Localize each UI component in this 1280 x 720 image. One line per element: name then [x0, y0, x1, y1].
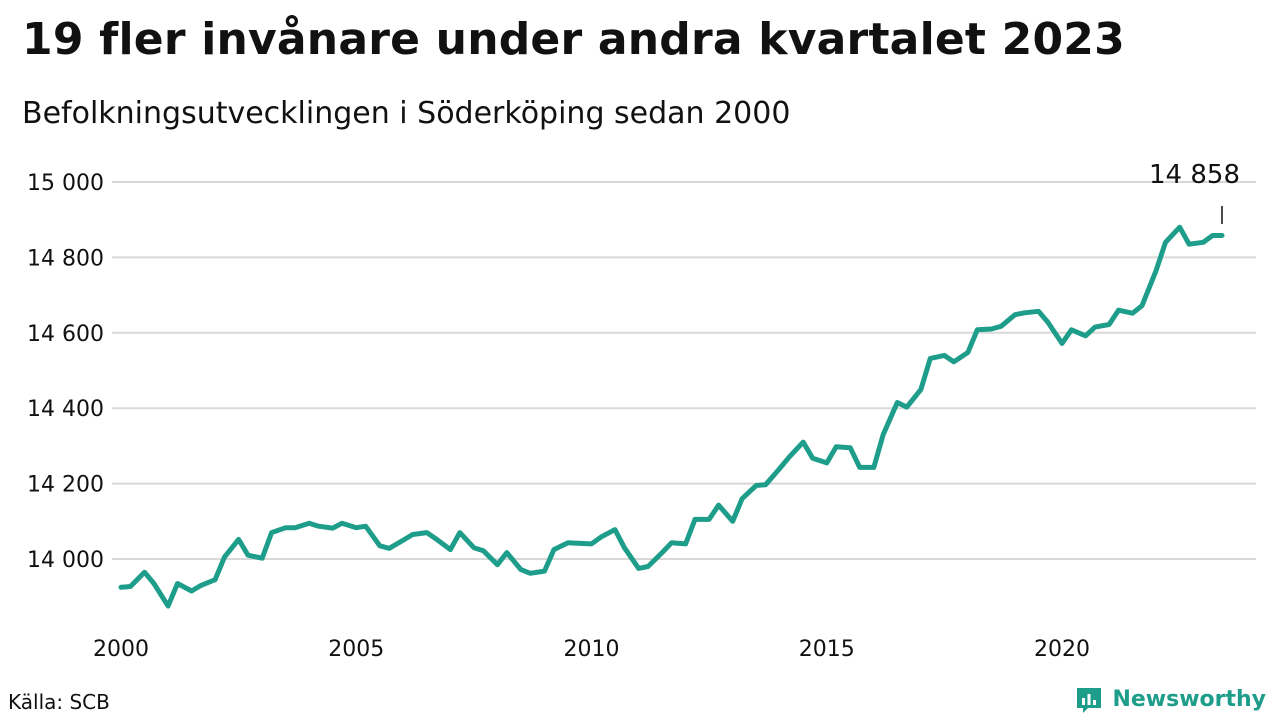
brand-name: Newsworthy — [1112, 686, 1266, 712]
y-tick-label: 14 600 — [27, 322, 104, 347]
chart-title: 19 fler invånare under andra kvartalet 2… — [22, 14, 1125, 65]
annotation-label: 14 858 — [1149, 160, 1240, 190]
brand-logo[interactable]: Newsworthy — [1074, 684, 1266, 714]
x-tick-label: 2005 — [328, 637, 384, 662]
chart-subtitle: Befolkningsutvecklingen i Söderköping se… — [22, 96, 791, 131]
series-line — [118, 224, 1225, 609]
y-tick-label: 14 400 — [27, 397, 104, 422]
y-tick-label: 15 000 — [27, 171, 104, 196]
y-tick-label: 14 200 — [27, 473, 104, 498]
x-tick-label: 2010 — [564, 637, 620, 662]
x-tick-label: 2020 — [1034, 637, 1090, 662]
y-tick-label: 14 800 — [27, 246, 104, 271]
x-tick-label: 2000 — [93, 637, 149, 662]
x-tick-label: 2015 — [799, 637, 855, 662]
y-tick-label: 14 000 — [27, 548, 104, 573]
newsworthy-logo-icon — [1077, 688, 1102, 713]
source-note: Källa: SCB — [8, 690, 110, 714]
